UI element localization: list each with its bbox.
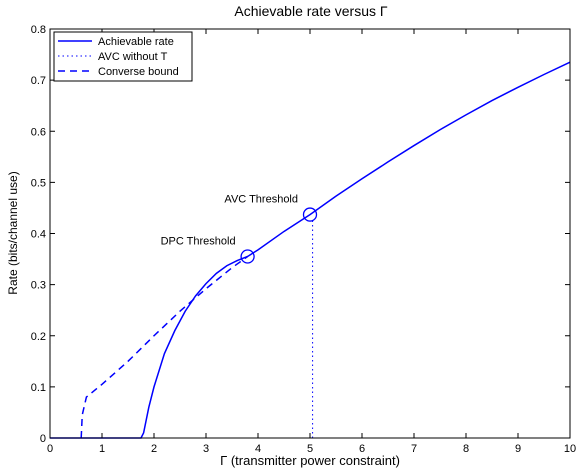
x-tick-label-0: 0 [47, 443, 53, 455]
threshold-label-1: AVC Threshold [224, 194, 298, 206]
x-tick-label-4: 4 [255, 443, 261, 455]
x-tick-label-6: 6 [359, 443, 365, 455]
legend-label-1: AVC without T [98, 51, 168, 63]
x-tick-label-8: 8 [463, 443, 469, 455]
plot-frame [49, 28, 571, 439]
x-tick-label-3: 3 [203, 443, 209, 455]
y-tick-label-2: 0.2 [31, 331, 46, 343]
chart-title: Achievable rate versus Γ [234, 3, 388, 19]
y-tick-label-1: 0.1 [31, 382, 46, 394]
y-tick-label-6: 0.6 [31, 126, 46, 138]
legend-label-0: Achievable rate [98, 36, 174, 48]
series-line-2 [80, 255, 249, 439]
y-tick-label-8: 0.8 [31, 24, 46, 36]
y-tick-label-4: 0.4 [31, 229, 46, 241]
x-tick-label-9: 9 [515, 443, 521, 455]
y-axis-label: Rate (bits/channel use) [6, 171, 20, 294]
threshold-marker-1 [302, 207, 318, 222]
series-line-0 [50, 61, 571, 439]
x-tick-label-1: 1 [99, 443, 105, 455]
x-tick-label-10: 10 [564, 443, 576, 455]
y-tick-label-7: 0.7 [31, 75, 46, 87]
legend-label-2: Converse bound [98, 66, 179, 78]
x-tick-label-5: 5 [307, 443, 313, 455]
x-tick-label-7: 7 [411, 443, 417, 455]
x-tick-label-2: 2 [151, 443, 157, 455]
y-tick-label-3: 0.3 [31, 280, 46, 292]
y-tick-label-0: 0 [40, 433, 46, 445]
x-axis-label: Γ (transmitter power constraint) [220, 453, 400, 468]
threshold-label-0: DPC Threshold [161, 236, 236, 248]
y-tick-label-5: 0.5 [31, 177, 46, 189]
threshold-marker-0 [240, 249, 255, 264]
